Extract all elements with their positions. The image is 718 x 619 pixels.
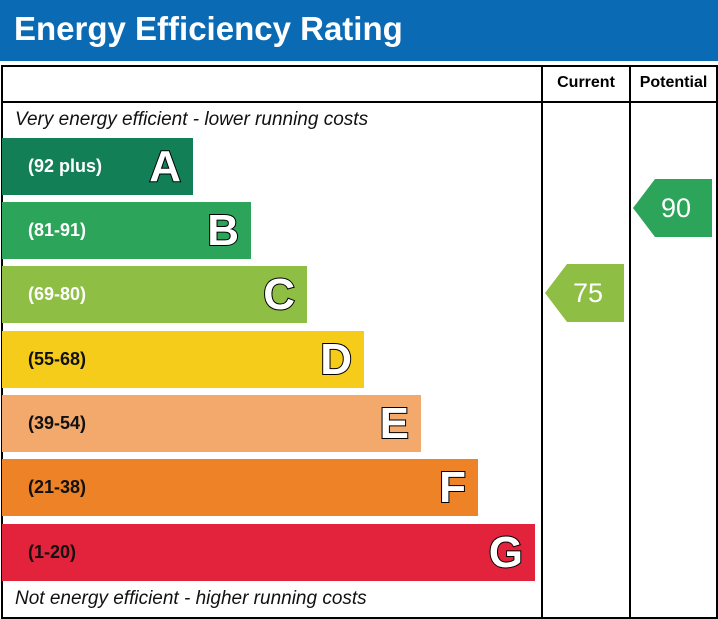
band-letter: G	[488, 527, 524, 578]
band-range: (21-38)	[28, 477, 87, 497]
band-range: (81-91)	[28, 220, 87, 240]
current-rating-value: 75	[573, 278, 604, 308]
band-range: (39-54)	[28, 413, 87, 433]
chart-title: Energy Efficiency Rating	[14, 10, 403, 47]
band-g: (1-20) G	[2, 524, 535, 581]
band-range: (55-68)	[28, 349, 87, 369]
potential-column-header: Potential	[639, 74, 708, 91]
band-f: (21-38) F	[2, 459, 478, 516]
potential-column-divider	[629, 65, 631, 619]
band-e: (39-54) E	[2, 395, 421, 452]
current-column-divider	[541, 65, 543, 619]
band-letter: F	[438, 462, 467, 513]
band-range: (92 plus)	[28, 156, 103, 176]
band-range: (69-80)	[28, 284, 87, 304]
top-note: Very energy efficient - lower running co…	[15, 109, 369, 130]
band-letter: B	[206, 205, 240, 256]
potential-rating-value: 90	[661, 193, 692, 223]
header-divider	[1, 101, 718, 103]
current-column-header: Current	[557, 74, 615, 91]
bottom-note: Not energy efficient - higher running co…	[15, 588, 367, 609]
band-letter: A	[148, 141, 182, 192]
band-d: (55-68) D	[2, 331, 364, 388]
band-c: (69-80) C	[2, 266, 307, 323]
band-letter: D	[319, 334, 353, 385]
title-banner: Energy Efficiency Rating	[0, 0, 718, 61]
potential-rating-arrow: 90	[633, 179, 712, 237]
band-letter: E	[379, 398, 410, 449]
band-a: (92 plus) A	[2, 138, 193, 195]
band-b: (81-91) B	[2, 202, 251, 259]
band-letter: C	[262, 269, 296, 320]
band-range: (1-20)	[28, 542, 77, 562]
